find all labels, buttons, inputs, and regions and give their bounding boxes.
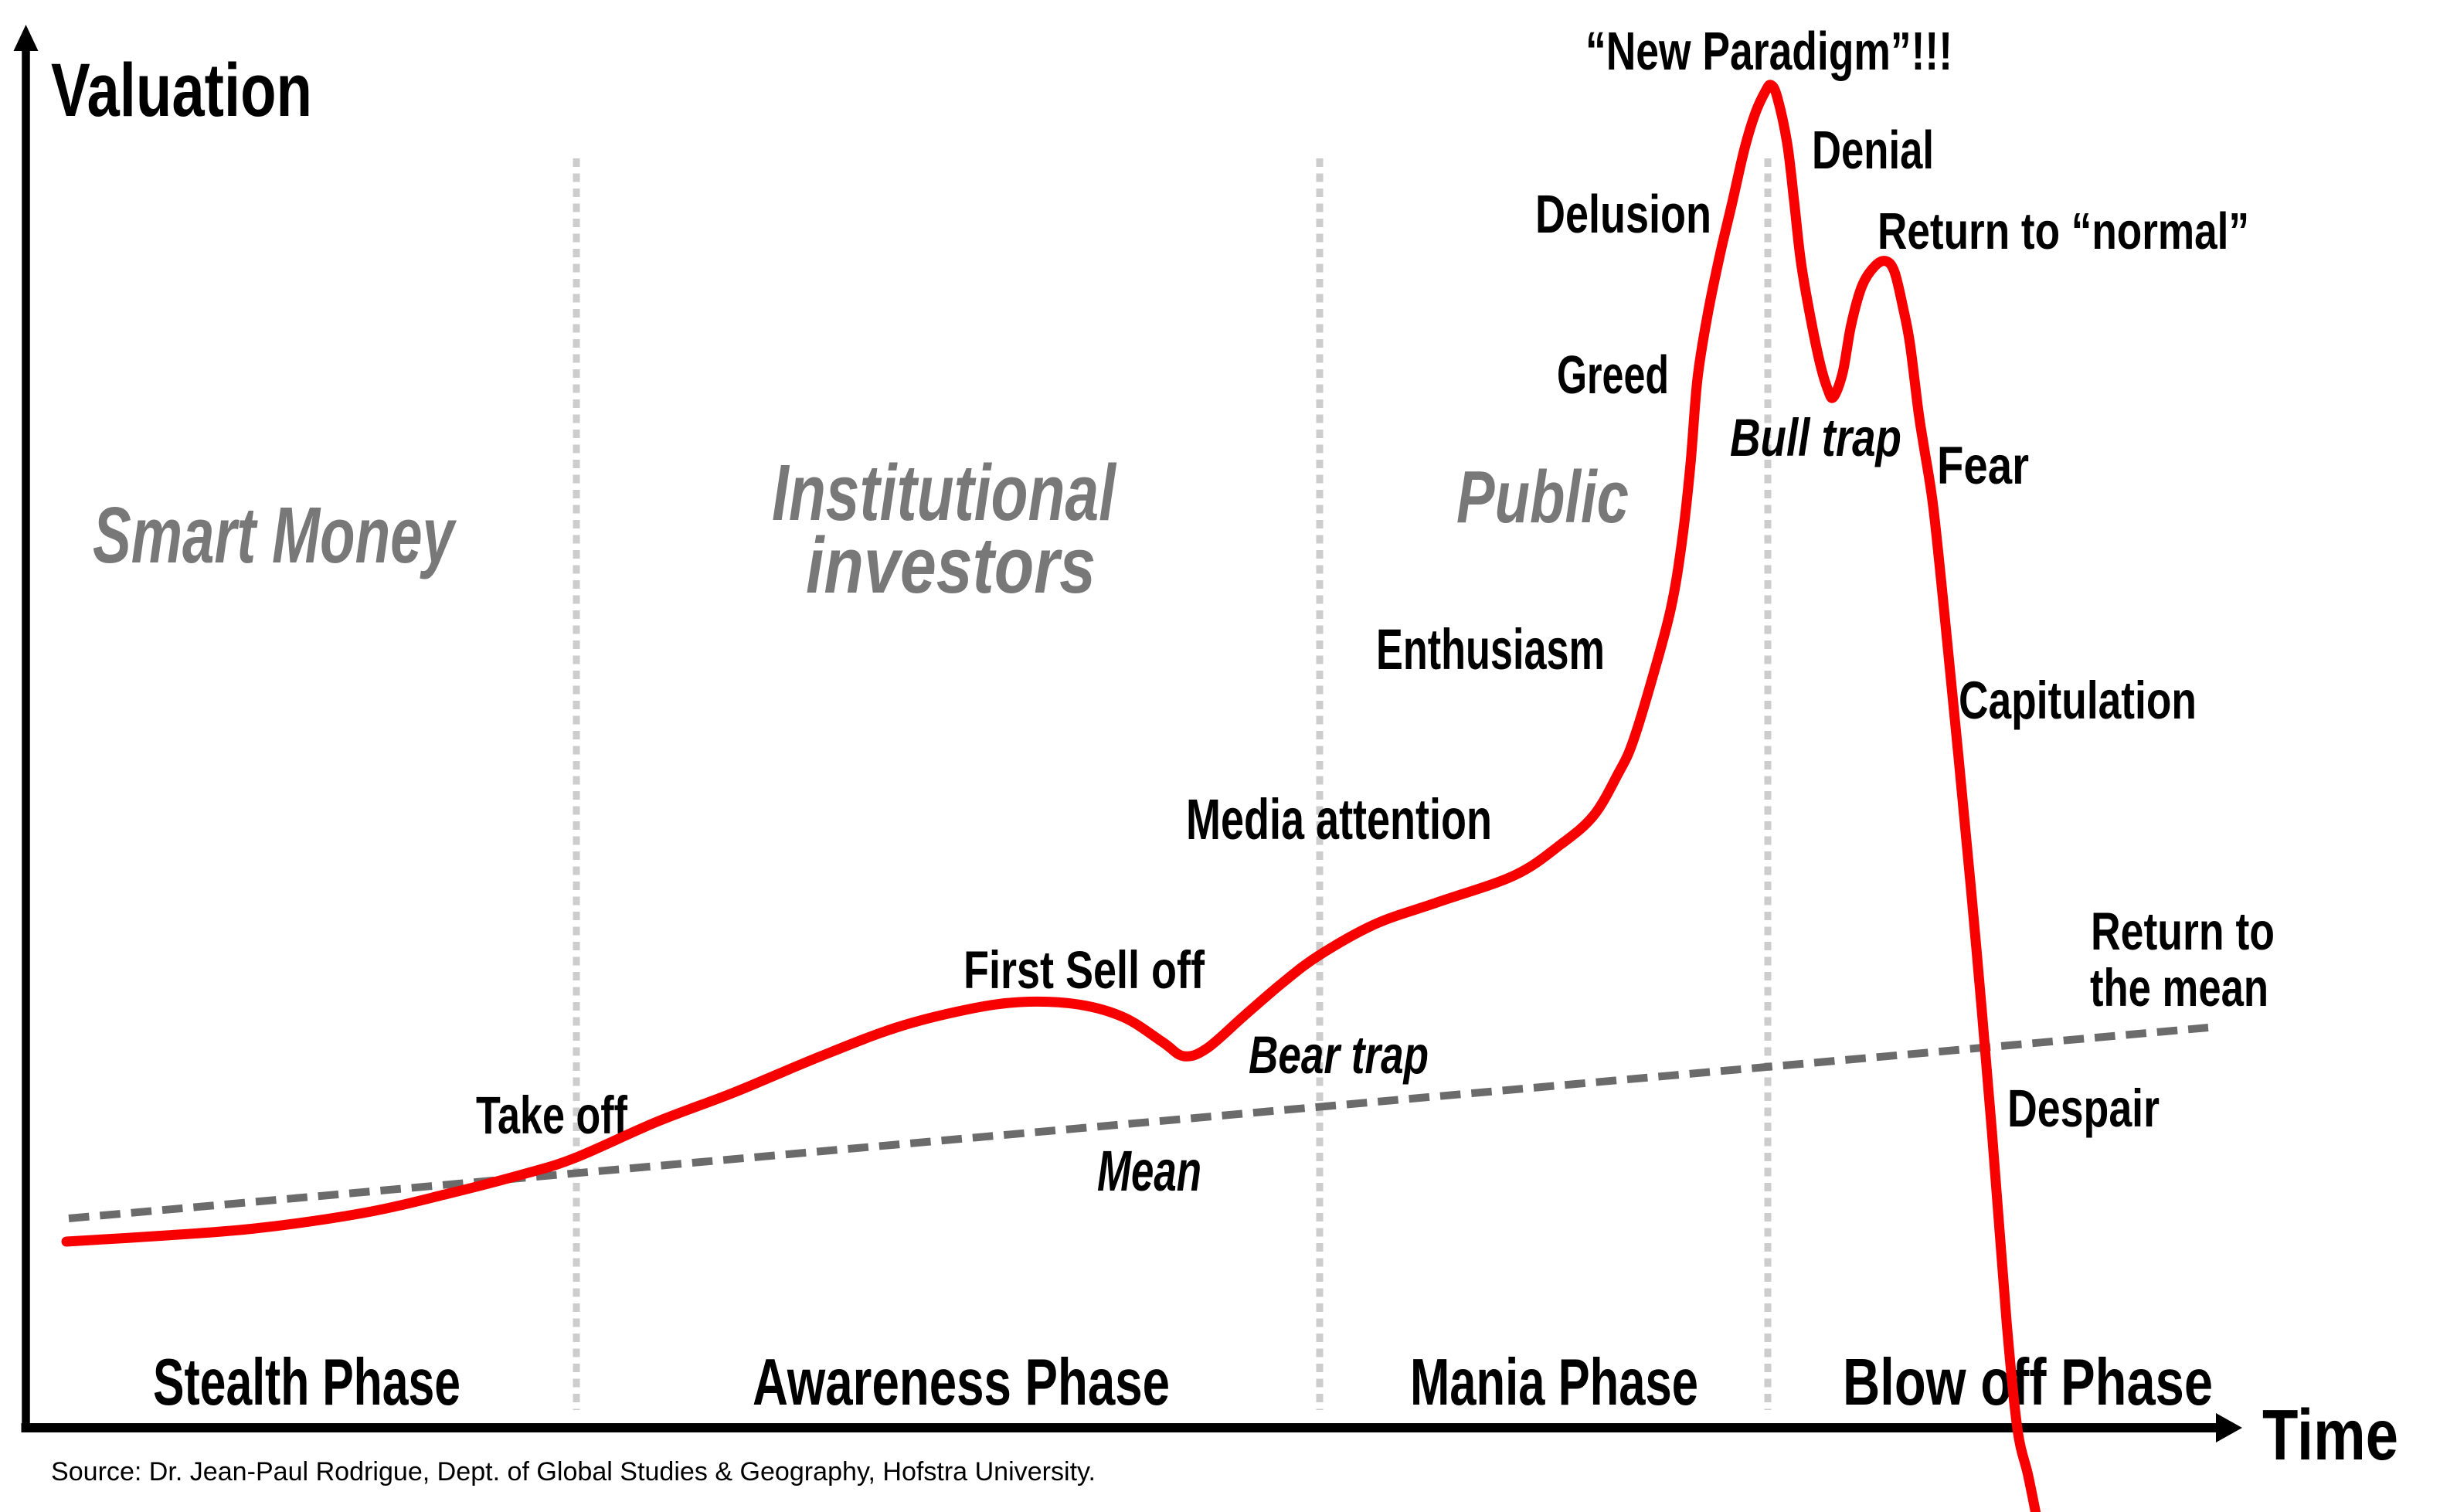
svg-text:Return to: Return to xyxy=(2091,902,2275,961)
svg-text:Stealth Phase: Stealth Phase xyxy=(153,1346,460,1419)
svg-text:Return to “normal”: Return to “normal” xyxy=(1878,202,2249,260)
svg-text:Blow off Phase: Blow off Phase xyxy=(1843,1346,2213,1419)
svg-text:Media attention: Media attention xyxy=(1186,787,1492,851)
svg-text:investors: investors xyxy=(806,521,1096,610)
svg-text:Delusion: Delusion xyxy=(1535,184,1711,244)
svg-text:Source: Dr. Jean-Paul Rodrigue: Source: Dr. Jean-Paul Rodrigue, Dept. of… xyxy=(51,1457,1096,1487)
svg-text:Awareness Phase: Awareness Phase xyxy=(753,1346,1170,1419)
svg-text:Bull trap: Bull trap xyxy=(1730,408,1901,467)
svg-text:Mean: Mean xyxy=(1097,1139,1201,1203)
svg-text:Despair: Despair xyxy=(2007,1079,2160,1138)
svg-text:Smart Money: Smart Money xyxy=(93,491,457,579)
svg-text:Bear trap: Bear trap xyxy=(1249,1025,1429,1085)
svg-text:Institutional: Institutional xyxy=(772,448,1117,537)
svg-text:First Sell off: First Sell off xyxy=(963,940,1205,1000)
svg-text:Time: Time xyxy=(2262,1395,2398,1475)
svg-text:Mania Phase: Mania Phase xyxy=(1410,1346,1698,1419)
svg-text:Denial: Denial xyxy=(1812,120,1934,180)
svg-text:Take off: Take off xyxy=(476,1086,628,1145)
svg-text:Capitulation: Capitulation xyxy=(1959,671,2197,730)
svg-text:Public: Public xyxy=(1456,456,1629,539)
svg-text:“New Paradigm”!!!: “New Paradigm”!!! xyxy=(1585,21,1952,81)
svg-text:the mean: the mean xyxy=(2090,958,2268,1018)
svg-text:Fear: Fear xyxy=(1937,436,2029,495)
svg-text:Greed: Greed xyxy=(1557,345,1669,405)
svg-text:Enthusiasm: Enthusiasm xyxy=(1376,617,1605,681)
svg-text:Valuation: Valuation xyxy=(51,48,312,132)
